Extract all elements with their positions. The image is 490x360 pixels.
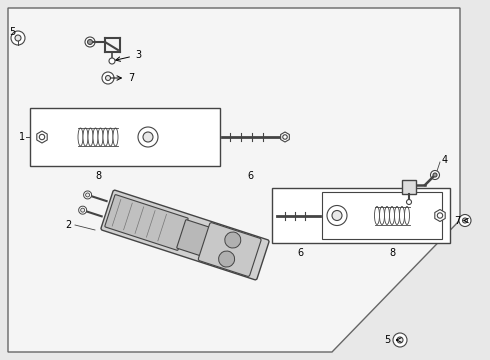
Text: 7: 7 [454, 216, 468, 225]
Text: 8: 8 [95, 171, 101, 181]
Ellipse shape [399, 207, 405, 225]
FancyBboxPatch shape [105, 195, 188, 250]
Circle shape [86, 193, 90, 197]
Circle shape [225, 232, 241, 248]
Circle shape [84, 191, 92, 199]
Ellipse shape [385, 207, 390, 225]
Text: 3: 3 [116, 50, 141, 61]
Circle shape [407, 199, 412, 204]
Circle shape [219, 251, 235, 267]
Ellipse shape [390, 207, 394, 225]
Text: 4: 4 [442, 155, 448, 165]
Circle shape [81, 208, 85, 212]
FancyBboxPatch shape [101, 190, 269, 280]
Circle shape [397, 337, 403, 343]
Circle shape [393, 333, 407, 347]
Circle shape [85, 37, 95, 47]
Ellipse shape [394, 207, 399, 225]
Text: 6: 6 [297, 248, 303, 258]
Circle shape [332, 211, 342, 220]
Text: 5: 5 [9, 27, 15, 37]
Bar [322, 192, 442, 239]
Text: 2: 2 [65, 220, 71, 230]
Circle shape [105, 76, 111, 81]
Text: 8: 8 [389, 248, 395, 258]
Bar [272, 188, 450, 243]
Circle shape [459, 215, 471, 226]
Bar [30, 108, 220, 166]
FancyBboxPatch shape [177, 220, 211, 256]
Ellipse shape [93, 128, 98, 146]
Text: 6: 6 [247, 171, 253, 181]
Ellipse shape [113, 128, 118, 146]
Circle shape [433, 173, 437, 177]
Text: 7: 7 [111, 73, 134, 83]
Ellipse shape [405, 207, 410, 225]
Circle shape [431, 171, 440, 180]
Ellipse shape [83, 128, 88, 146]
Ellipse shape [103, 128, 108, 146]
Ellipse shape [374, 207, 379, 225]
Ellipse shape [88, 128, 93, 146]
Polygon shape [435, 210, 445, 221]
Text: 1: 1 [19, 132, 25, 142]
Circle shape [79, 206, 87, 214]
Circle shape [138, 127, 158, 147]
Circle shape [109, 58, 115, 64]
Circle shape [11, 31, 25, 45]
Circle shape [88, 40, 93, 45]
Ellipse shape [379, 207, 385, 225]
Ellipse shape [98, 128, 103, 146]
Bar [402, 180, 416, 194]
Circle shape [102, 72, 114, 84]
FancyBboxPatch shape [198, 222, 261, 276]
Circle shape [15, 35, 21, 41]
Polygon shape [281, 132, 289, 142]
Circle shape [143, 132, 153, 142]
Text: 5: 5 [384, 335, 401, 345]
Polygon shape [37, 131, 47, 143]
Circle shape [463, 218, 467, 223]
Ellipse shape [78, 128, 83, 146]
Circle shape [327, 206, 347, 225]
Ellipse shape [108, 128, 113, 146]
Polygon shape [8, 8, 460, 352]
